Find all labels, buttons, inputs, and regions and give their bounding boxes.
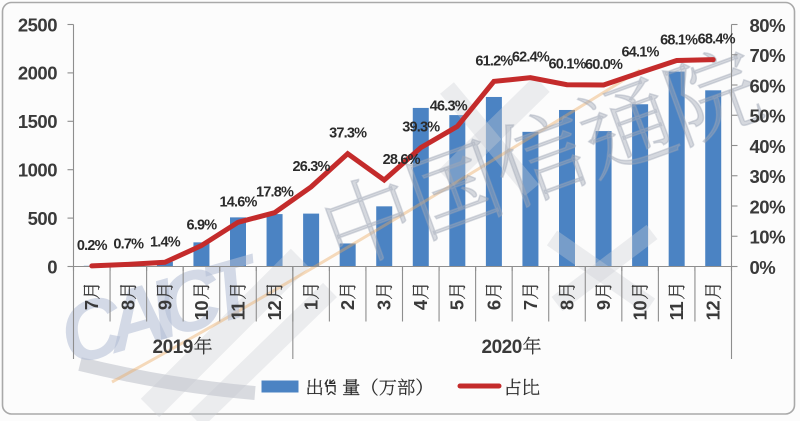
svg-text:1500: 1500 — [18, 111, 57, 132]
svg-text:68.4%: 68.4% — [698, 32, 736, 48]
svg-text:5: 5 — [447, 300, 468, 310]
svg-text:2020: 2020 — [482, 337, 522, 358]
svg-text:26.3%: 26.3% — [293, 159, 331, 175]
svg-text:1: 1 — [301, 300, 322, 310]
svg-text:20%: 20% — [750, 196, 786, 217]
svg-text:0.7%: 0.7% — [113, 236, 144, 252]
svg-text:8: 8 — [118, 300, 139, 310]
svg-text:14.6%: 14.6% — [219, 194, 257, 210]
svg-text:80%: 80% — [750, 15, 786, 36]
svg-text:10%: 10% — [750, 227, 786, 248]
svg-text:60.1%: 60.1% — [548, 57, 586, 73]
svg-text:60.0%: 60.0% — [585, 57, 623, 73]
svg-text:0.2%: 0.2% — [77, 238, 108, 254]
svg-text:30%: 30% — [750, 166, 786, 187]
svg-text:37.3%: 37.3% — [329, 126, 367, 142]
svg-text:70%: 70% — [750, 45, 786, 66]
svg-text:12: 12 — [264, 301, 285, 321]
svg-text:28.6%: 28.6% — [383, 152, 421, 168]
svg-text:10: 10 — [191, 301, 212, 321]
svg-text:12: 12 — [703, 301, 724, 321]
svg-text:68.1%: 68.1% — [660, 33, 698, 49]
svg-text:2: 2 — [337, 300, 358, 310]
svg-text:6: 6 — [483, 300, 504, 310]
svg-text:11: 11 — [666, 302, 687, 321]
svg-text:6.9%: 6.9% — [186, 218, 217, 234]
svg-text:39.3%: 39.3% — [402, 120, 440, 136]
svg-text:2500: 2500 — [18, 14, 57, 35]
svg-text:2019: 2019 — [153, 337, 193, 358]
svg-text:61.2%: 61.2% — [475, 53, 513, 69]
svg-text:17.8%: 17.8% — [256, 185, 294, 201]
svg-text:1.4%: 1.4% — [150, 234, 181, 250]
svg-text:4: 4 — [410, 299, 431, 310]
svg-text:2000: 2000 — [18, 63, 57, 84]
svg-text:11: 11 — [227, 302, 248, 321]
svg-text:500: 500 — [28, 208, 58, 229]
svg-text:9: 9 — [154, 300, 175, 310]
svg-text:60%: 60% — [750, 75, 786, 96]
svg-text:8: 8 — [556, 300, 577, 310]
svg-text:10: 10 — [630, 301, 651, 321]
svg-text:9: 9 — [593, 300, 614, 310]
svg-text:46.3%: 46.3% — [430, 98, 468, 114]
svg-text:7: 7 — [81, 300, 102, 310]
svg-text:62.4%: 62.4% — [512, 50, 550, 66]
svg-text:0: 0 — [47, 256, 57, 277]
svg-text:3: 3 — [374, 300, 395, 310]
svg-text:64.1%: 64.1% — [622, 45, 660, 61]
svg-text:7: 7 — [520, 300, 541, 310]
svg-text:1000: 1000 — [18, 160, 57, 181]
svg-text:50%: 50% — [750, 106, 786, 127]
svg-text:40%: 40% — [750, 136, 786, 157]
svg-text:0%: 0% — [750, 257, 776, 278]
